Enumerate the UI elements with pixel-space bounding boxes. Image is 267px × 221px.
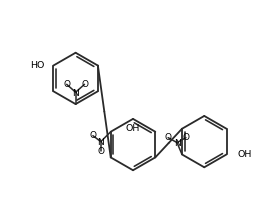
Text: O: O <box>89 131 96 140</box>
Text: O: O <box>182 133 189 142</box>
Text: OH: OH <box>126 124 140 133</box>
Text: N: N <box>72 89 79 98</box>
Text: N: N <box>97 138 104 147</box>
Text: HO: HO <box>30 61 44 70</box>
Text: N: N <box>174 139 180 148</box>
Text: O: O <box>97 147 104 156</box>
Text: O: O <box>81 80 88 89</box>
Text: O: O <box>165 133 172 142</box>
Text: O: O <box>63 80 70 89</box>
Text: OH: OH <box>237 150 252 159</box>
